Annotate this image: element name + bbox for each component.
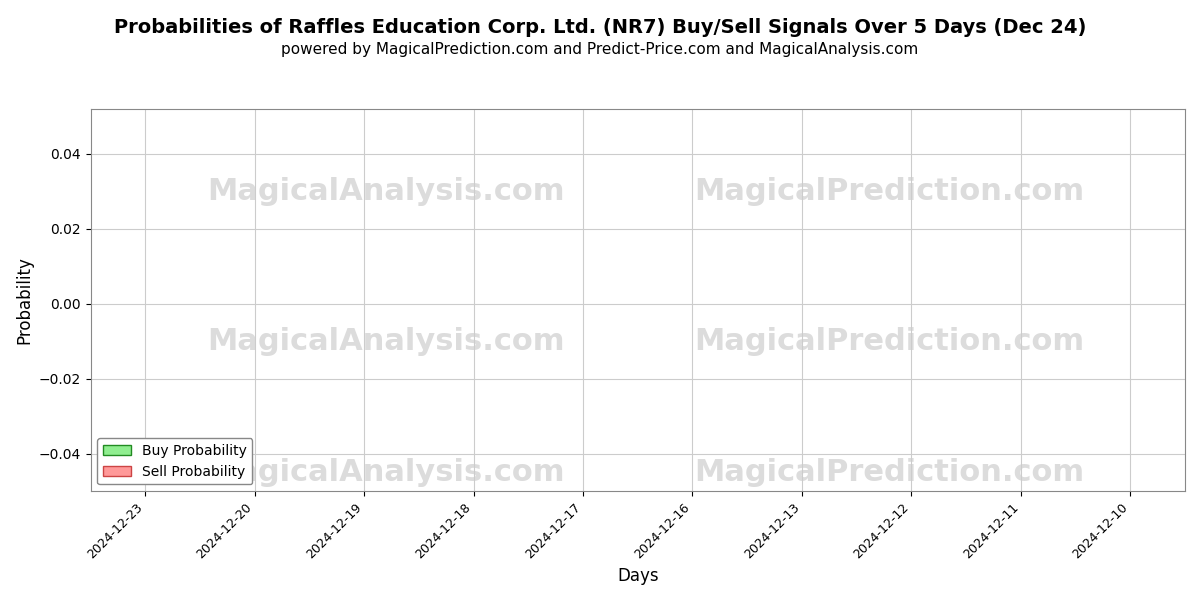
X-axis label: Days: Days (617, 567, 659, 585)
Text: MagicalPrediction.com: MagicalPrediction.com (695, 177, 1085, 206)
Text: MagicalAnalysis.com: MagicalAnalysis.com (208, 327, 565, 356)
Text: MagicalAnalysis.com: MagicalAnalysis.com (208, 458, 565, 487)
Y-axis label: Probability: Probability (14, 256, 32, 344)
Text: MagicalAnalysis.com: MagicalAnalysis.com (208, 177, 565, 206)
Text: MagicalPrediction.com: MagicalPrediction.com (695, 327, 1085, 356)
Text: powered by MagicalPrediction.com and Predict-Price.com and MagicalAnalysis.com: powered by MagicalPrediction.com and Pre… (281, 42, 919, 57)
Text: Probabilities of Raffles Education Corp. Ltd. (NR7) Buy/Sell Signals Over 5 Days: Probabilities of Raffles Education Corp.… (114, 18, 1086, 37)
Legend: Buy Probability, Sell Probability: Buy Probability, Sell Probability (97, 439, 252, 484)
Text: MagicalPrediction.com: MagicalPrediction.com (695, 458, 1085, 487)
